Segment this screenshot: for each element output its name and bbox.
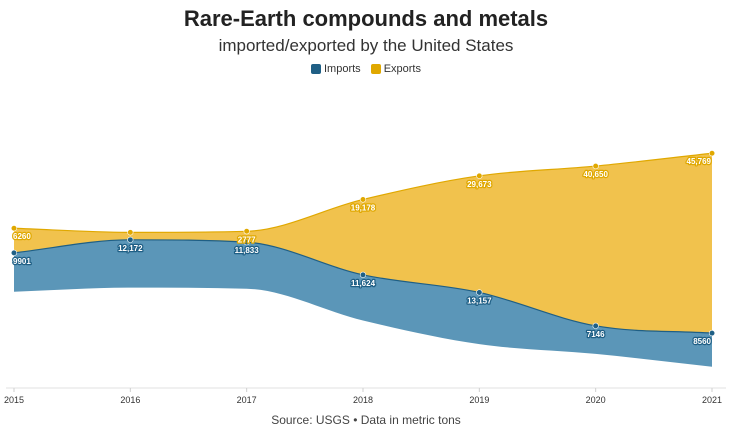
source-note: Source: USGS • Data in metric tons — [271, 413, 461, 427]
imports-point[interactable] — [127, 236, 134, 243]
x-tick-label: 2016 — [120, 395, 140, 405]
x-tick-label: 2020 — [586, 395, 606, 405]
imports-point[interactable] — [243, 239, 250, 246]
x-tick-label: 2015 — [4, 395, 24, 405]
imports-point[interactable] — [10, 249, 18, 256]
exports-point[interactable] — [127, 229, 134, 236]
area-layer — [13, 152, 713, 367]
x-tick-label: 2018 — [353, 395, 373, 405]
exports-point[interactable] — [592, 162, 599, 170]
exports-point[interactable] — [243, 228, 250, 235]
imports-value-label: 9901 — [13, 257, 31, 266]
exports-area — [14, 153, 712, 334]
legend-item-imports[interactable]: Imports — [311, 63, 361, 75]
x-tick-label: 2017 — [237, 395, 257, 405]
exports-value-label: 40,650 — [583, 170, 608, 179]
x-tick-label: 2019 — [469, 395, 489, 405]
imports-value-label: 8560 — [693, 337, 711, 346]
imports-value-label: 7146 — [587, 330, 605, 339]
legend-label-exports: Exports — [383, 63, 421, 75]
exports-value-label: 19,178 — [351, 203, 376, 212]
imports-swatch — [311, 64, 321, 74]
imports-area — [14, 239, 712, 367]
x-axis-ticks: 2015 2016 2017 2018 2019 2020 2021 — [4, 388, 722, 405]
imports-point[interactable] — [592, 322, 599, 329]
x-tick-label: 2021 — [702, 395, 722, 405]
chart-title: Rare-Earth compounds and metals — [183, 6, 549, 31]
data-points — [10, 150, 716, 337]
imports-point[interactable] — [476, 289, 483, 296]
exports-value-label: 6260 — [13, 232, 31, 241]
imports-value-label: 11,624 — [351, 279, 376, 288]
exports-point[interactable] — [10, 225, 18, 232]
exports-point[interactable] — [359, 196, 367, 203]
exports-point[interactable] — [708, 150, 716, 157]
exports-swatch — [370, 64, 381, 74]
exports-point[interactable] — [476, 172, 483, 179]
imports-point[interactable] — [359, 271, 367, 278]
exports-value-label: 29,673 — [467, 180, 492, 189]
legend-item-exports[interactable]: Exports — [370, 63, 421, 75]
imports-value-label: 12,172 — [118, 244, 143, 253]
legend-label-imports: Imports — [324, 63, 361, 75]
chart-legend: Imports Exports — [0, 63, 732, 75]
imports-value-label: 13,157 — [467, 296, 492, 305]
imports-value-label: 11,833 — [235, 246, 260, 255]
exports-value-label: 2777 — [238, 235, 256, 244]
chart-subtitle: imported/exported by the United States — [218, 36, 514, 55]
exports-value-label: 45,769 — [687, 157, 712, 166]
data-labels: 6260 9901 12,172 2777 11,833 19,178 11,624 29,6… — [12, 156, 713, 347]
imports-point[interactable] — [708, 330, 716, 337]
